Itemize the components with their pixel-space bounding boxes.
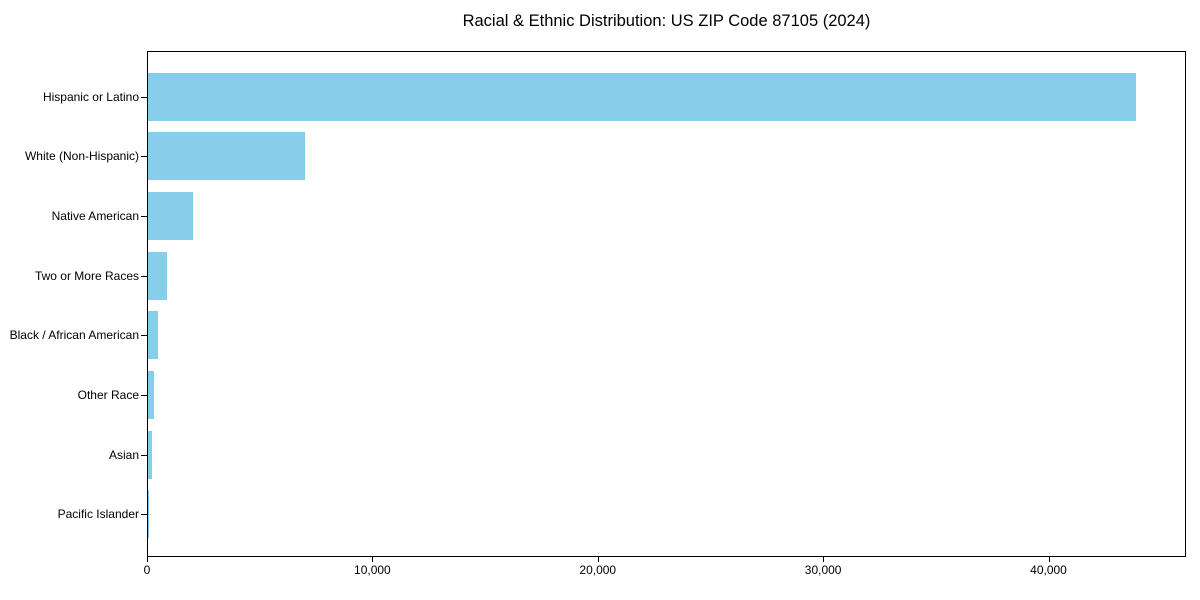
plot-area: [147, 51, 1186, 557]
bar-white-non-hispanic: [148, 132, 306, 181]
y-axis-tick: [141, 395, 147, 397]
bar-two-or-more-races: [148, 251, 168, 300]
y-axis-label: Asian: [108, 447, 139, 462]
x-axis-tick-label: 0: [143, 563, 151, 577]
y-axis-tick: [141, 96, 147, 98]
y-axis-label: Other Race: [77, 388, 139, 403]
y-axis-tick: [141, 514, 147, 516]
bar-hispanic-or-latino: [148, 72, 1136, 121]
y-axis-tick: [141, 156, 147, 158]
y-axis-label: Black / African American: [9, 328, 139, 343]
y-axis-label: Hispanic or Latino: [42, 89, 139, 104]
x-axis-tick-label: 40,000: [1030, 563, 1067, 577]
x-axis-tick: [597, 557, 599, 562]
x-axis-tick: [1048, 557, 1050, 562]
bar-native-american: [148, 191, 193, 240]
x-axis-tick: [823, 557, 825, 562]
chart-title: Racial & Ethnic Distribution: US ZIP Cod…: [462, 12, 871, 30]
bar-pacific-islander: [148, 490, 149, 539]
y-axis-tick: [141, 335, 147, 337]
x-axis-tick: [372, 557, 374, 562]
bar-other-race: [148, 371, 154, 420]
x-axis-tick-label: 30,000: [804, 563, 842, 577]
y-axis-tick: [141, 215, 147, 217]
bar-asian: [148, 430, 153, 479]
y-axis-label: Pacific Islander: [57, 507, 139, 522]
y-axis-label: Native American: [51, 208, 139, 223]
y-axis-label: Two or More Races: [34, 268, 139, 283]
x-axis-tick: [147, 557, 148, 562]
y-axis-tick: [141, 454, 147, 456]
x-axis-tick-label: 10,000: [354, 563, 391, 577]
y-axis-label: White (Non-Hispanic): [24, 149, 139, 164]
y-axis-tick: [141, 275, 147, 277]
x-axis-tick-label: 20,000: [579, 563, 617, 577]
bar-black-african-american: [148, 311, 159, 360]
